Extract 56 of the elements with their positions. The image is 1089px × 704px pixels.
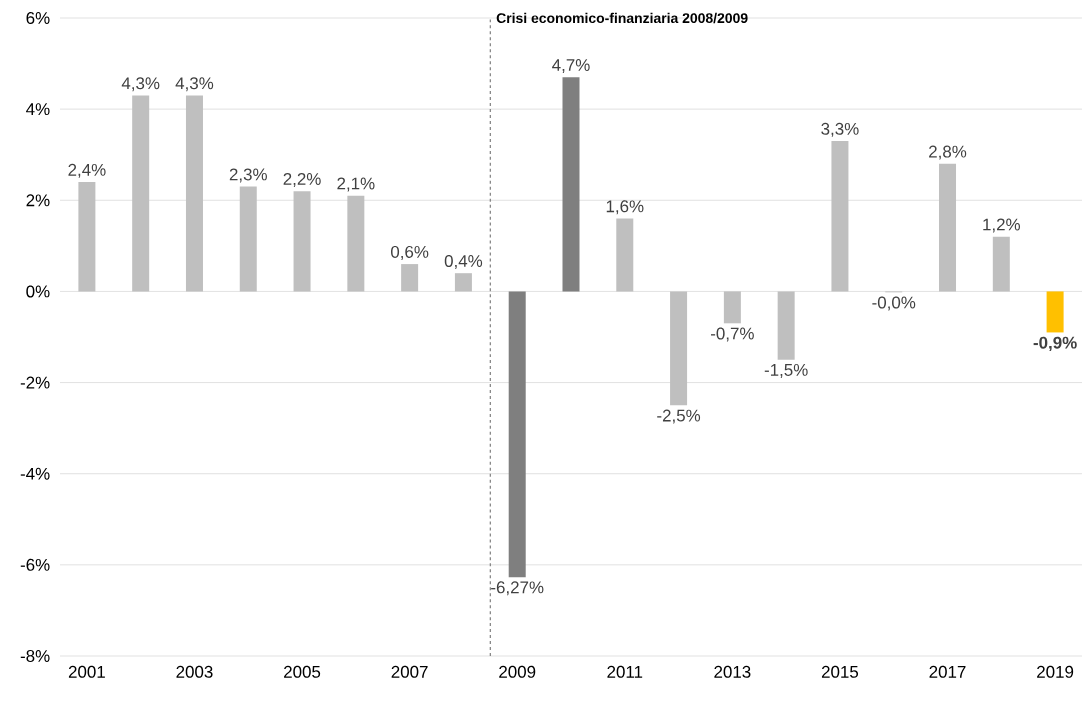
data-label: -0,0% xyxy=(872,296,916,311)
data-label: 2,4% xyxy=(68,163,106,178)
data-label: 2,3% xyxy=(229,168,267,183)
y-tick-label: -6% xyxy=(20,558,50,571)
y-tick-label: -8% xyxy=(20,650,50,662)
bar xyxy=(939,163,957,292)
y-tick-label: -2% xyxy=(20,376,50,389)
y-tick-label: 6% xyxy=(26,11,50,24)
y-tick-label: 4% xyxy=(26,103,50,116)
data-label: -0,9% xyxy=(1033,336,1077,352)
data-label: 3,3% xyxy=(821,122,859,137)
bar xyxy=(616,218,634,292)
data-label: -1,5% xyxy=(764,363,808,378)
x-tick-label: 2015 xyxy=(821,665,859,678)
data-label: 4,3% xyxy=(175,77,214,92)
bar xyxy=(78,182,96,292)
bar xyxy=(992,236,1010,292)
data-label: 1,6% xyxy=(606,200,644,215)
bar xyxy=(239,186,257,292)
bar xyxy=(508,291,526,578)
y-tick-label: -4% xyxy=(20,467,50,480)
x-tick-label: 2019 xyxy=(1037,665,1074,678)
bar xyxy=(831,141,849,292)
x-tick-label: 2001 xyxy=(68,665,105,678)
y-tick-label: 2% xyxy=(26,194,50,207)
ref-line-label: Crisi economico-finanziaria 2008/2009 xyxy=(496,12,748,24)
bar xyxy=(562,77,580,292)
bar xyxy=(293,191,311,292)
data-label: 2,8% xyxy=(929,145,967,160)
data-label: -6,27% xyxy=(491,581,544,596)
data-label: 2,1% xyxy=(337,177,375,192)
data-label: -0,7% xyxy=(710,327,754,342)
data-label: 2,2% xyxy=(283,172,321,187)
y-tick-label: 0% xyxy=(26,285,50,298)
x-tick-label: 2011 xyxy=(607,665,643,678)
data-label: 0,6% xyxy=(390,245,429,260)
x-tick-label: 2003 xyxy=(176,665,213,678)
bar xyxy=(777,291,795,360)
bar xyxy=(185,95,203,292)
data-label: 4,7% xyxy=(552,59,590,74)
bar xyxy=(723,291,741,324)
x-tick-label: 2009 xyxy=(499,665,536,678)
data-label: 0,4% xyxy=(444,255,483,269)
bar xyxy=(454,273,472,292)
x-tick-label: 2013 xyxy=(714,665,751,678)
data-label: -2,5% xyxy=(657,409,701,424)
bar xyxy=(132,95,150,292)
bar xyxy=(1046,291,1064,333)
x-tick-label: 2017 xyxy=(929,665,966,678)
x-tick-label: 2005 xyxy=(284,665,321,678)
data-label: 4,3% xyxy=(121,77,160,92)
x-tick-label: 2007 xyxy=(391,665,428,678)
data-label: 1,2% xyxy=(983,218,1020,233)
bar xyxy=(347,195,365,292)
bar xyxy=(401,264,419,292)
bar xyxy=(670,291,688,406)
